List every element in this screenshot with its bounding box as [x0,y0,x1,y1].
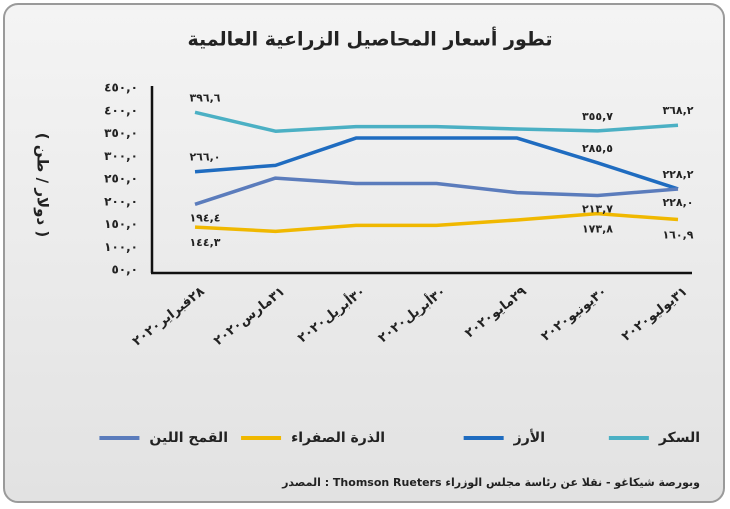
data-label: ١٩٤,٤ [189,211,220,224]
legend-label: الذرة الصفراء [291,430,385,446]
data-label: ٢٢٨,٠ [662,196,693,209]
series-line [194,136,679,191]
y-tick-label: ٥٠,٠ [111,263,138,277]
legend-label: السكر [658,430,700,446]
data-label: ١٦٠,٩ [662,229,693,242]
data-label: ٣٥٥,٧ [582,110,613,123]
legend-label: الأرز [513,429,545,446]
y-axis-label: ( دولار / طن ) [34,133,52,238]
data-label: ٢١٣,٧ [582,203,613,216]
legend-label: القمح اللين [149,430,228,446]
data-label: ٣٦٨,٢ [662,104,693,117]
source: المصدر : Thomson Rueters وبورصة شيكاغو -… [281,476,700,489]
y-tick-label: ١٠٠,٠ [104,240,138,254]
chart-title: تطور أسعار المحاصيل الزراعية العالمية [187,27,552,51]
y-tick-label: ٤٠٠,٠ [104,103,138,117]
data-label: ١٤٤,٣ [189,236,220,249]
data-label: ٢٢٨,٢ [662,168,693,181]
y-tick-label: ٣٠٠,٠ [104,149,138,163]
series-line [194,211,679,234]
y-tick-label: ١٥٠,٠ [104,217,138,231]
y-tick-label: ٢٠٠,٠ [104,194,138,208]
data-label: ١٧٣,٨ [582,223,613,236]
y-tick-label: ٢٥٠,٠ [104,172,138,186]
data-label: ٢٦٦,٠ [189,151,220,164]
data-label: ٣٩٦,٦ [189,91,220,104]
series-line [194,110,679,133]
series-line [194,176,679,206]
y-tick-label: ٤٥٠,٠ [104,81,138,95]
y-tick-label: ٣٥٠,٠ [104,126,138,140]
data-label: ٢٨٥,٥ [582,142,613,155]
